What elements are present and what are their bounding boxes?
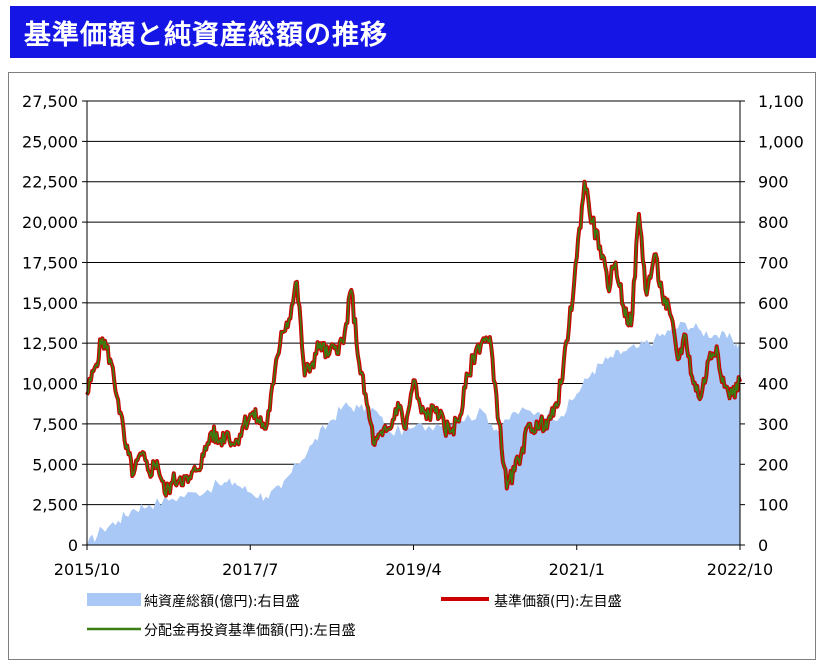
price-line-series xyxy=(85,179,742,498)
aum-area xyxy=(87,321,740,545)
legend-label-nav: 基準価額(円):左目盛 xyxy=(494,593,622,610)
chart-frame: 0 2,500 5,000 7,500 10,000 12,500 15,000 17,500… xyxy=(8,72,816,660)
page-title: 基準価額と純資産総額の推移 xyxy=(24,19,388,51)
legend-label-aum: 純資産総額(億円):右目盛 xyxy=(144,594,300,610)
right-tick-label: 400 xyxy=(758,375,789,394)
left-tick-label: 17,500 xyxy=(22,253,78,272)
right-tick-label: 200 xyxy=(758,455,789,474)
left-tick-label: 10,000 xyxy=(22,375,78,394)
legend-label-reinvest: 分配金再投資基準価額(円):左目盛 xyxy=(144,622,356,639)
right-tick-label: 300 xyxy=(758,415,789,434)
x-axis-tick-labels: 2015/10 2017/7 2019/4 2021/1 2022/10 xyxy=(54,545,773,579)
left-tick-label: 12,500 xyxy=(22,334,78,353)
left-tick-label: 5,000 xyxy=(32,455,78,474)
right-tick-label: 600 xyxy=(758,294,789,313)
right-tick-label: 500 xyxy=(758,334,789,353)
right-tick-label: 700 xyxy=(758,253,789,272)
left-tick-label: 25,000 xyxy=(22,132,78,151)
right-tick-label: 1,000 xyxy=(758,132,804,151)
right-tick-label: 0 xyxy=(758,536,768,555)
right-tick-label: 1,100 xyxy=(758,92,804,111)
reinvest-nav-line xyxy=(86,180,741,497)
left-tick-label: 7,500 xyxy=(32,415,78,434)
left-tick-label: 15,000 xyxy=(22,294,78,313)
x-tick-label: 2022/10 xyxy=(707,560,773,579)
left-tick-label: 22,500 xyxy=(22,173,78,192)
right-tick-label: 900 xyxy=(758,173,789,192)
x-tick-label: 2021/1 xyxy=(549,560,605,579)
left-tick-label: 2,500 xyxy=(32,496,78,515)
left-tick-label: 27,500 xyxy=(22,92,78,111)
x-tick-label: 2019/4 xyxy=(385,560,441,579)
left-axis-tick-labels: 0 2,500 5,000 7,500 10,000 12,500 15,000 17,500… xyxy=(22,92,78,555)
aum-area-series xyxy=(87,321,740,545)
left-tick-label: 0 xyxy=(68,536,78,555)
legend-swatch-aum xyxy=(87,593,141,606)
right-axis-tick-labels: 0 100 200 300 400 500 600 700 800 900 1,000 1,100 xyxy=(758,92,804,555)
legend: 純資産総額(億円):右目盛 基準価額(円):左目盛分配金再投資基準価額(円):左目… xyxy=(87,593,622,639)
x-tick-label: 2015/10 xyxy=(54,560,120,579)
x-tick-label: 2017/7 xyxy=(222,560,278,579)
right-tick-label: 800 xyxy=(758,213,789,232)
right-tick-label: 100 xyxy=(758,496,789,515)
chart-svg: 0 2,500 5,000 7,500 10,000 12,500 15,000 17,500… xyxy=(22,92,804,639)
page-title-bar: 基準価額と純資産総額の推移 xyxy=(10,6,816,58)
left-tick-label: 20,000 xyxy=(22,213,78,232)
